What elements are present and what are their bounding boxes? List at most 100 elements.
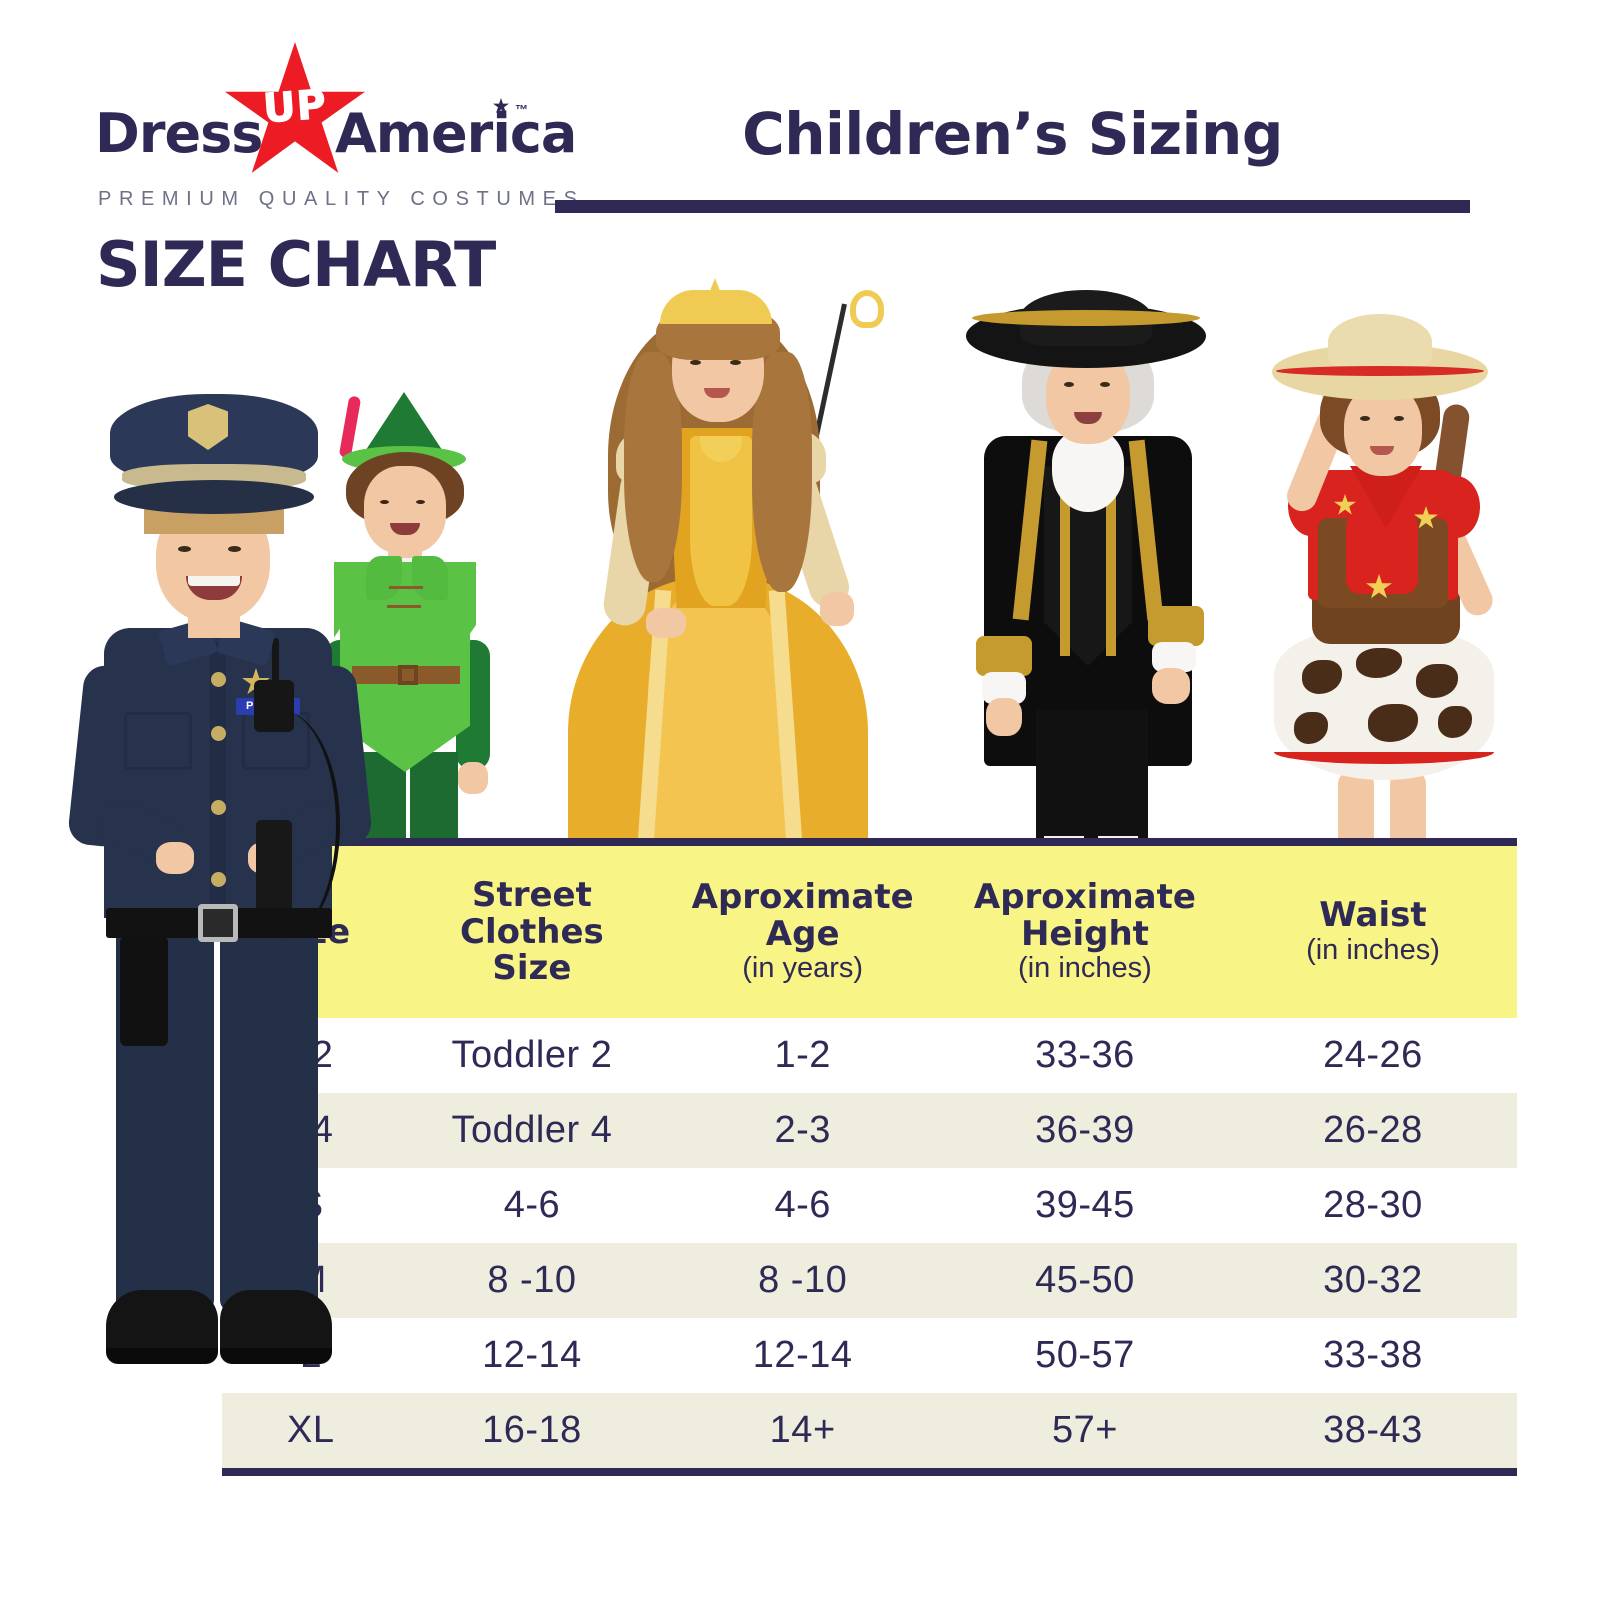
table-row: L 12-14 12-14 50-57 33-38 xyxy=(222,1318,1517,1393)
cell-age: 14+ xyxy=(769,1409,836,1451)
cell-age: 4-6 xyxy=(774,1184,831,1226)
cell-age: 8 -10 xyxy=(758,1259,848,1301)
cell-waist: 38-43 xyxy=(1323,1409,1423,1451)
eye-right xyxy=(416,500,425,504)
mouth xyxy=(1074,412,1102,424)
breeches-right xyxy=(1092,710,1148,860)
collar-right xyxy=(412,556,448,600)
page-title: Children’s Sizing xyxy=(742,100,1283,168)
eye-left xyxy=(178,546,191,552)
vest-trim-right xyxy=(1106,470,1116,656)
table-top-border xyxy=(222,838,1517,846)
skirt-red-hem xyxy=(1274,752,1494,764)
eye-left xyxy=(690,360,701,365)
belt-radio xyxy=(256,820,292,924)
eye-left xyxy=(380,500,389,504)
eye-right xyxy=(228,546,241,552)
hand-right xyxy=(820,592,854,626)
hat-gold-trim xyxy=(972,310,1200,326)
face xyxy=(364,466,446,554)
eye-right xyxy=(730,360,741,365)
cell-street: 16-18 xyxy=(482,1409,582,1451)
cell-age: 2-3 xyxy=(774,1109,831,1151)
table-header-row: Size Street Clothes Size Aproximate Age … xyxy=(222,846,1517,1018)
vest-trim-left xyxy=(1060,470,1070,656)
lace-tie xyxy=(386,586,424,608)
table-row: T4 Toddler 4 2-3 36-39 26-28 xyxy=(222,1093,1517,1168)
cell-height: 36-39 xyxy=(1035,1109,1135,1151)
column-header-waist: Waist (in inches) xyxy=(1306,895,1440,967)
cell-street: 8 -10 xyxy=(487,1259,577,1301)
logo-word-dress: Dress xyxy=(95,102,263,165)
logo-word-america: America xyxy=(335,102,577,165)
logo-mark: UP Dress America ™ xyxy=(95,40,577,180)
gold-cuff-right xyxy=(1148,606,1204,646)
size-table: Size Street Clothes Size Aproximate Age … xyxy=(222,838,1517,1476)
shoe-sole-right xyxy=(220,1348,332,1364)
cell-street: Toddler 2 xyxy=(451,1034,613,1076)
golden-princess-costume xyxy=(520,260,940,859)
pants-right xyxy=(220,932,318,1312)
wand-heart-icon xyxy=(850,290,884,328)
cell-waist: 26-28 xyxy=(1323,1109,1423,1151)
cell-waist: 24-26 xyxy=(1323,1034,1423,1076)
radio-antenna xyxy=(272,638,279,694)
heading-divider xyxy=(555,200,1470,213)
trademark-symbol: ™ xyxy=(515,102,528,117)
cell-height: 50-57 xyxy=(1035,1334,1135,1376)
hand-left xyxy=(646,608,686,638)
column-header-approximate-height: Aproximate Height (in inches) xyxy=(973,877,1196,985)
cell-street: 4-6 xyxy=(503,1184,561,1226)
costume-photo-strip xyxy=(0,250,1600,872)
cell-waist: 33-38 xyxy=(1323,1334,1423,1376)
cell-height: 45-50 xyxy=(1035,1259,1135,1301)
eye-right xyxy=(1100,382,1110,387)
column-header-approximate-age: Aproximate Age (in years) xyxy=(691,877,914,985)
table-row: T2 Toddler 2 1-2 33-36 24-26 xyxy=(222,1018,1517,1093)
column-header-street-clothes-size: Street Clothes Size xyxy=(460,874,604,989)
mouth xyxy=(390,523,420,535)
table-body: T2 Toddler 2 1-2 33-36 24-26 T4 Toddler … xyxy=(222,1018,1517,1468)
table-bottom-border xyxy=(222,1468,1517,1476)
brand-logo: UP Dress America ™ xyxy=(95,40,577,180)
table-row: XL 16-18 14+ 57+ 38-43 xyxy=(222,1393,1517,1468)
cell-height: 39-45 xyxy=(1035,1184,1135,1226)
bodice-panel xyxy=(690,436,752,606)
radio-cord xyxy=(220,710,340,940)
belt-buckle xyxy=(398,665,418,685)
eye-right xyxy=(1394,416,1404,421)
cell-size: XL xyxy=(286,1409,335,1451)
table-row: M 8 -10 8 -10 45-50 30-32 xyxy=(222,1243,1517,1318)
cell-age: 1-2 xyxy=(774,1034,831,1076)
leg-right xyxy=(1390,770,1426,866)
hand-left xyxy=(156,842,194,874)
shirt-button xyxy=(211,672,226,687)
vest-opening xyxy=(1346,512,1418,594)
eye-left xyxy=(1064,382,1074,387)
table-row: S 4-6 4-6 39-45 28-30 xyxy=(222,1168,1517,1243)
mouth xyxy=(704,388,730,398)
lace-cuff-right xyxy=(1152,642,1196,672)
collar-left xyxy=(366,556,402,600)
tiara-point xyxy=(708,278,722,296)
cap-brim xyxy=(114,480,314,514)
eye-left xyxy=(1360,416,1370,421)
leg-right xyxy=(410,752,458,872)
teeth xyxy=(188,576,240,586)
sizing-table: Size Street Clothes Size Aproximate Age … xyxy=(222,846,1517,1468)
hair-curl-right xyxy=(752,352,812,592)
hair-curl-left xyxy=(624,352,682,582)
cowgirl-costume xyxy=(1250,300,1520,866)
gold-cuff-left xyxy=(976,636,1032,676)
brown-belt xyxy=(352,666,460,684)
hand-right xyxy=(458,762,488,794)
hat-crown xyxy=(1328,314,1432,370)
brand-tagline: PREMIUM QUALITY COSTUMES xyxy=(98,188,585,210)
hat-red-band xyxy=(1276,366,1484,376)
cell-street: Toddler 4 xyxy=(451,1109,613,1151)
police-officer-costume: POLICE xyxy=(66,380,390,1500)
chest-pocket-left xyxy=(124,712,192,770)
shoe-sole-left xyxy=(106,1348,218,1364)
cell-street: 12-14 xyxy=(482,1334,582,1376)
